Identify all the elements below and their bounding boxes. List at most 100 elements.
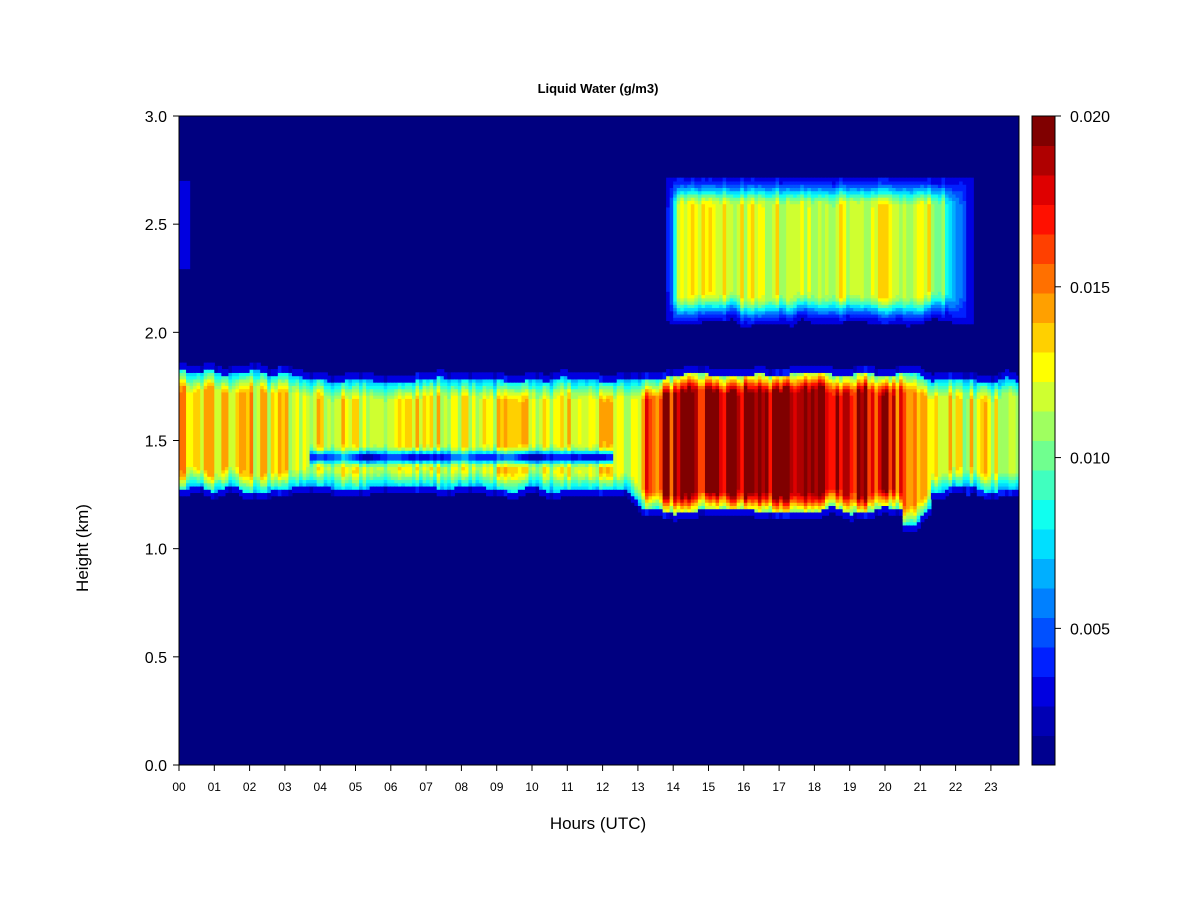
heatmap-cell bbox=[489, 385, 494, 390]
heatmap-cell bbox=[902, 505, 907, 510]
heatmap-cell bbox=[902, 385, 907, 390]
heatmap-cell bbox=[800, 378, 805, 383]
heatmap-cell bbox=[885, 502, 890, 506]
heatmap-cell bbox=[743, 508, 748, 516]
heatmap-cell bbox=[747, 304, 752, 309]
heatmap-cell bbox=[546, 482, 551, 487]
heatmap-cell bbox=[839, 307, 844, 312]
heatmap-cell bbox=[613, 388, 618, 393]
heatmap-cell bbox=[846, 313, 851, 322]
heatmap-cell bbox=[362, 463, 367, 468]
heatmap-cell bbox=[1012, 489, 1017, 497]
heatmap-cell bbox=[182, 382, 187, 386]
heatmap-cell bbox=[740, 382, 745, 386]
heatmap-cell bbox=[246, 365, 251, 373]
heatmap-cell bbox=[182, 372, 187, 377]
heatmap-cell bbox=[772, 300, 777, 305]
heatmap-cell bbox=[683, 177, 688, 182]
heatmap-cell bbox=[595, 398, 600, 445]
heatmap-cell bbox=[973, 476, 978, 481]
heatmap-cell bbox=[796, 505, 801, 510]
heatmap-cell bbox=[817, 180, 823, 185]
heatmap-cell bbox=[870, 492, 876, 497]
heatmap-cell bbox=[542, 485, 547, 490]
heatmap-cell bbox=[560, 482, 565, 487]
heatmap-cell bbox=[313, 385, 318, 390]
heatmap-cell bbox=[835, 190, 840, 195]
heatmap-cell bbox=[842, 505, 847, 510]
heatmap-cell bbox=[503, 375, 508, 383]
heatmap-cell bbox=[810, 492, 815, 497]
heatmap-cell bbox=[863, 382, 868, 386]
heatmap-cell bbox=[994, 382, 999, 386]
heatmap-cell bbox=[228, 479, 233, 484]
heatmap-cell bbox=[383, 443, 388, 448]
heatmap-cell bbox=[284, 479, 290, 484]
heatmap-cell bbox=[524, 476, 530, 481]
heatmap-cell bbox=[253, 476, 258, 481]
heatmap-cell bbox=[980, 395, 985, 399]
heatmap-cell bbox=[860, 180, 865, 185]
heatmap-cell bbox=[969, 388, 974, 393]
heatmap-cell bbox=[800, 184, 805, 188]
heatmap-cell bbox=[726, 300, 731, 305]
heatmap-cell bbox=[496, 463, 501, 468]
heatmap-cell bbox=[793, 375, 798, 380]
heatmap-cell bbox=[690, 511, 695, 519]
heatmap-cell bbox=[253, 482, 258, 487]
heatmap-cell bbox=[369, 372, 374, 380]
heatmap-cell bbox=[200, 372, 205, 377]
heatmap-cell bbox=[556, 372, 561, 380]
heatmap-cell bbox=[260, 375, 265, 380]
heatmap-cell bbox=[775, 300, 780, 305]
heatmap-cell bbox=[630, 372, 635, 380]
heatmap-cell bbox=[207, 479, 212, 484]
heatmap-cell bbox=[952, 398, 957, 468]
heatmap-cell bbox=[454, 482, 459, 487]
heatmap-cell bbox=[952, 485, 957, 494]
heatmap-cell bbox=[909, 180, 914, 185]
heatmap-cell bbox=[341, 485, 346, 490]
heatmap-cell bbox=[210, 385, 215, 477]
heatmap-cell bbox=[203, 375, 208, 380]
heatmap-cell bbox=[644, 492, 650, 497]
heatmap-cell bbox=[560, 382, 565, 386]
heatmap-cell bbox=[577, 450, 583, 455]
heatmap-cell bbox=[976, 472, 981, 477]
heatmap-cell bbox=[881, 388, 886, 393]
heatmap-cell bbox=[464, 446, 470, 451]
heatmap-cell bbox=[754, 313, 759, 318]
heatmap-cell bbox=[673, 180, 678, 185]
heatmap-cell bbox=[835, 385, 840, 390]
heatmap-cell bbox=[341, 382, 346, 386]
heatmap-cell bbox=[475, 463, 480, 468]
heatmap-cell bbox=[380, 450, 385, 455]
heatmap-cell bbox=[196, 479, 201, 484]
heatmap-cell bbox=[824, 382, 830, 386]
heatmap-cell bbox=[726, 200, 731, 296]
heatmap-cell bbox=[920, 313, 925, 318]
heatmap-cell bbox=[934, 304, 939, 309]
heatmap-cell bbox=[479, 450, 484, 455]
heatmap-cell bbox=[457, 472, 462, 477]
heatmap-cell bbox=[842, 495, 847, 500]
heatmap-cell bbox=[535, 388, 540, 393]
heatmap-cell bbox=[637, 495, 643, 500]
heatmap-cell bbox=[694, 385, 699, 390]
heatmap-cell bbox=[980, 482, 985, 487]
heatmap-cell bbox=[743, 184, 748, 188]
heatmap-cell bbox=[457, 382, 462, 386]
heatmap-cell bbox=[662, 511, 667, 519]
heatmap-cell bbox=[221, 472, 226, 477]
heatmap-cell bbox=[856, 502, 861, 506]
heatmap-cell bbox=[669, 382, 674, 386]
heatmap-cell bbox=[722, 505, 727, 510]
heatmap-cell bbox=[899, 382, 904, 386]
heatmap-cell bbox=[779, 297, 784, 302]
heatmap-cell bbox=[496, 372, 501, 380]
heatmap-cell bbox=[779, 369, 784, 377]
heatmap-cell bbox=[450, 453, 455, 461]
heatmap-cell bbox=[182, 472, 187, 477]
heatmap-cell bbox=[560, 489, 565, 497]
heatmap-cell bbox=[253, 489, 258, 494]
